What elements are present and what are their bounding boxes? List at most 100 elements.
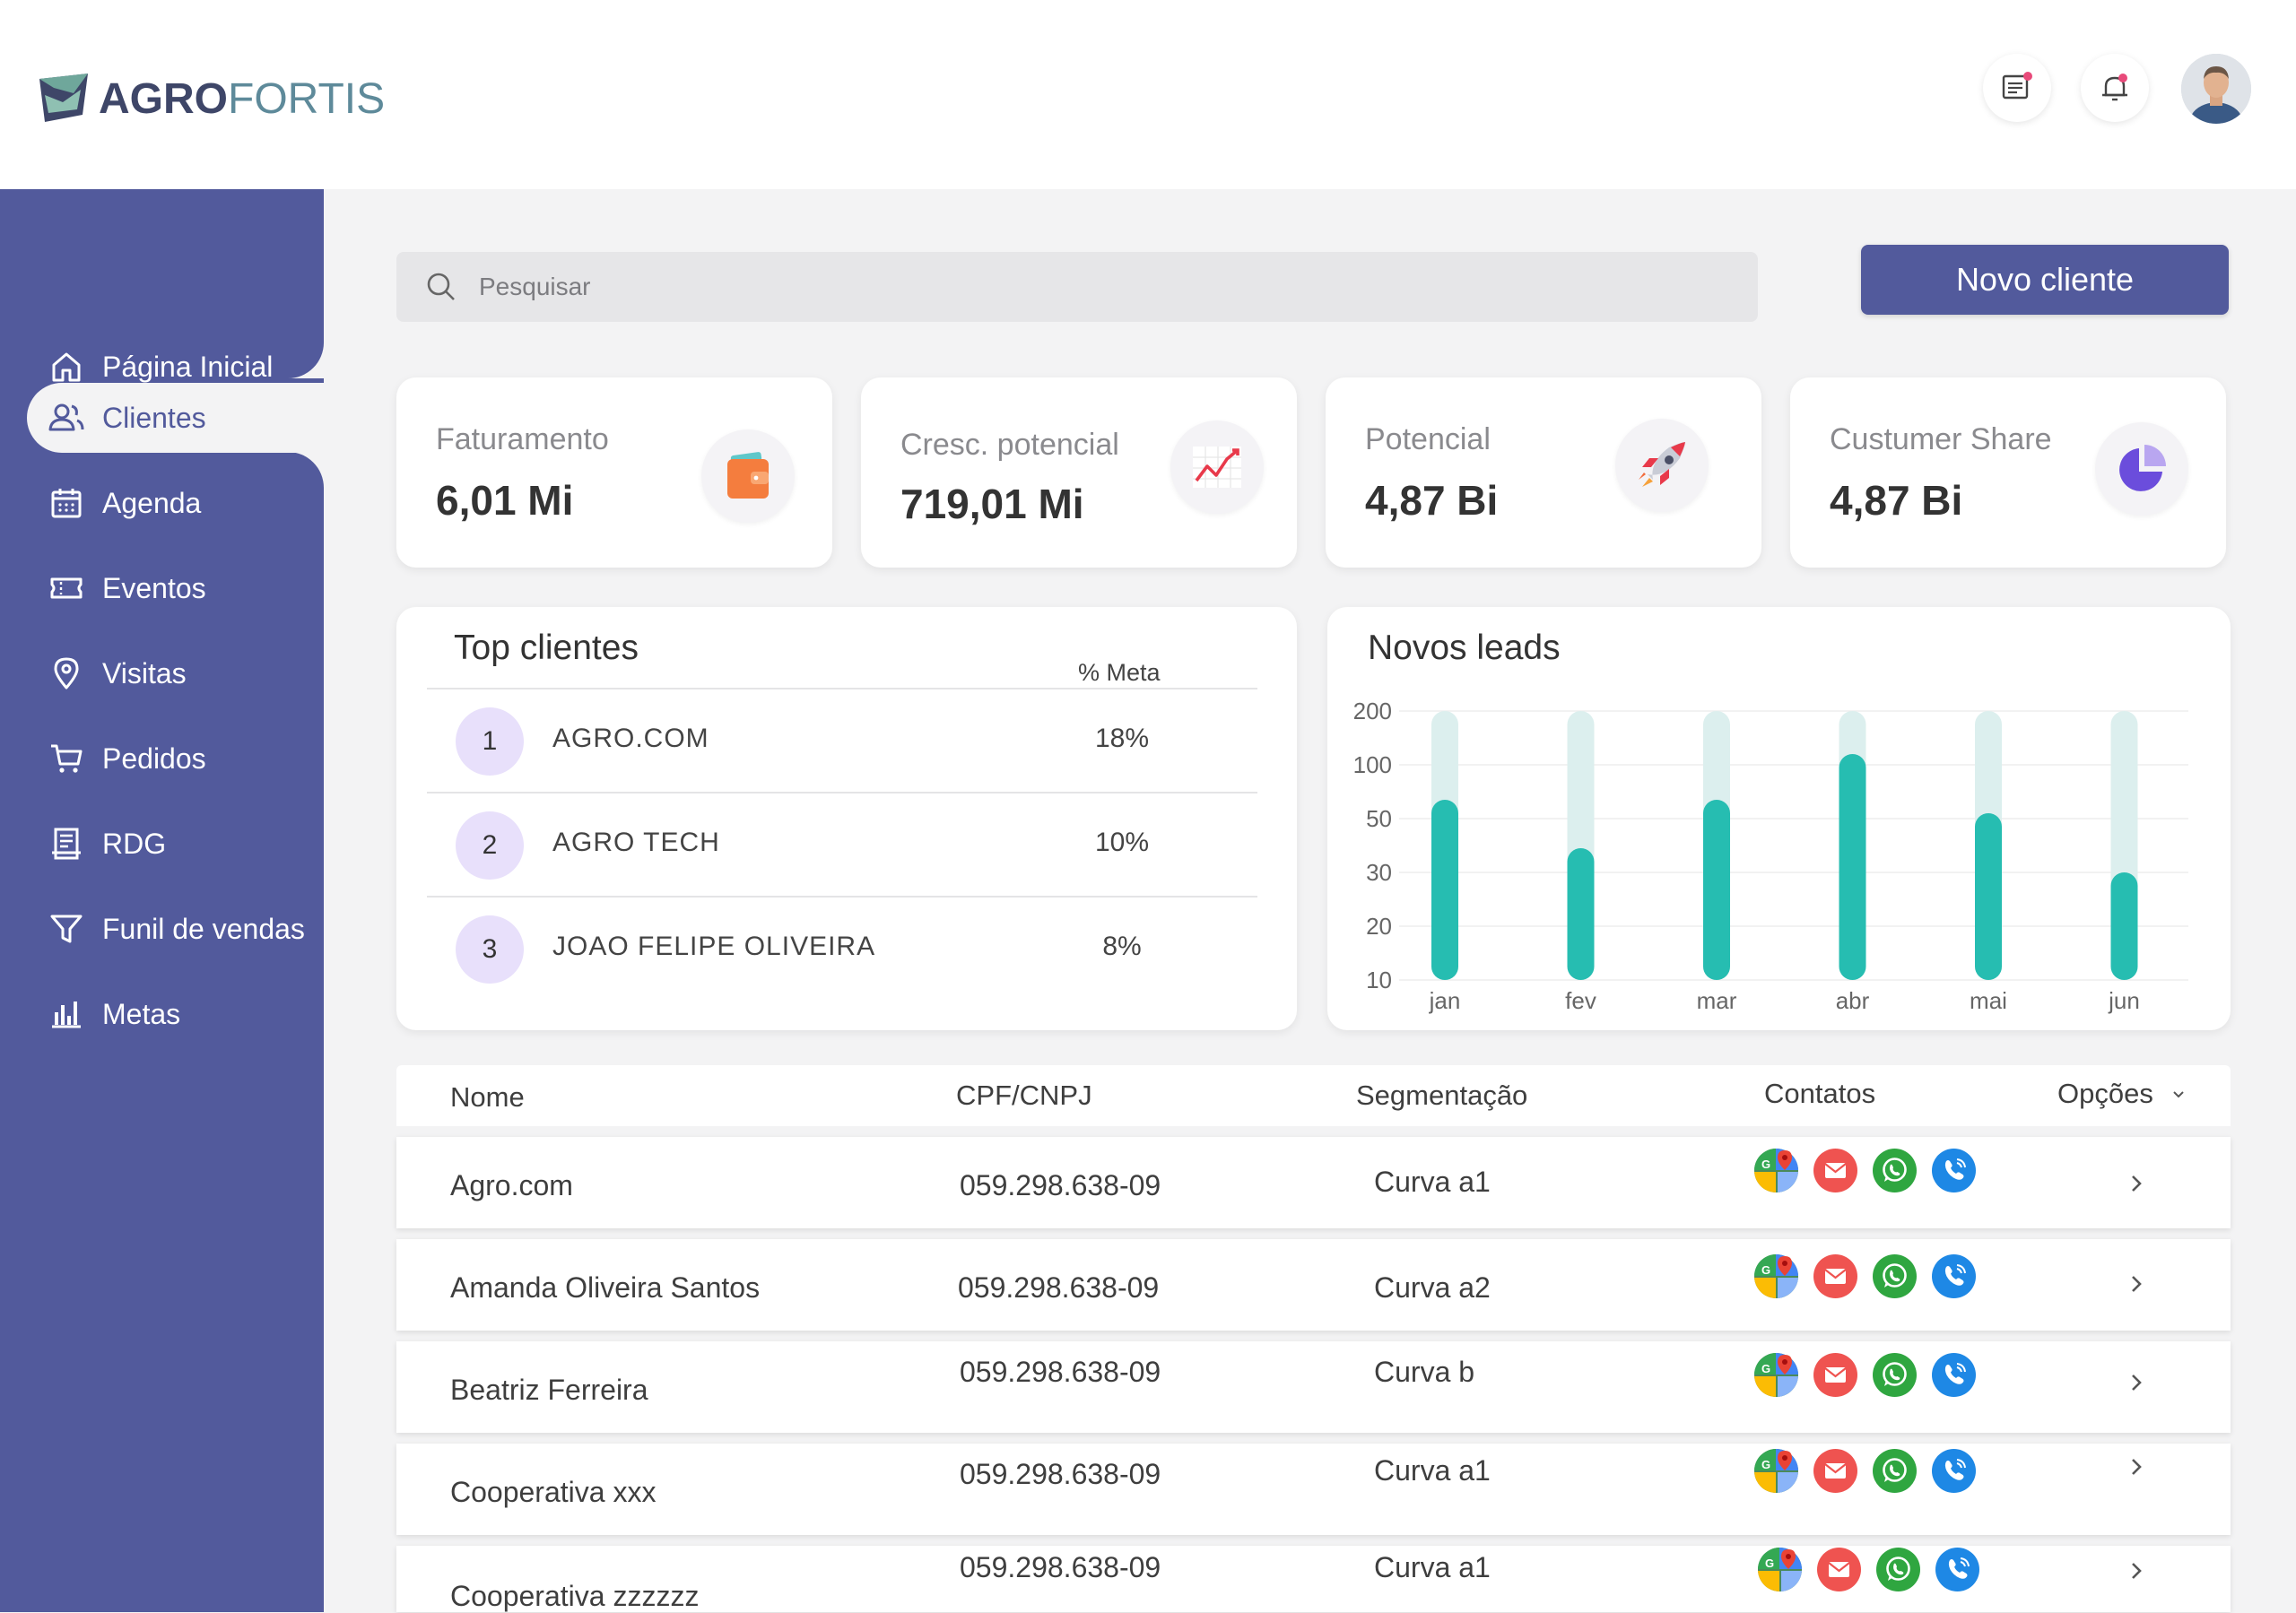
sidebar-item-eventos[interactable]: Eventos [27,553,324,623]
sidebar-item-label: Agenda [102,486,202,519]
table-row[interactable]: Beatriz Ferreira 059.298.638-09 Curva b … [396,1341,2231,1433]
maps-icon[interactable]: G [1754,1353,1798,1397]
whatsapp-icon[interactable] [1873,1254,1917,1298]
maps-icon[interactable]: G [1754,1449,1798,1493]
sidebar-item-metas[interactable]: Metas [27,979,324,1049]
bell-icon [2102,74,2127,101]
contact-icons: G [1754,1353,1976,1397]
search-bar[interactable] [396,252,1758,322]
sidebar-item-label: Metas [102,997,181,1030]
new-client-button[interactable]: Novo cliente [1861,245,2229,315]
phone-icon[interactable] [1932,1149,1976,1192]
top-client-row[interactable]: 3 JOAO FELIPE OLIVEIRA 8% [427,898,1257,1002]
email-icon[interactable] [1813,1353,1857,1397]
row-open-chevron[interactable] [2118,1449,2154,1485]
brand-logo[interactable]: AGROFORTIS [36,70,385,127]
column-header-options[interactable]: Opções [2057,1078,2187,1110]
bar-jan[interactable] [1431,800,1458,980]
kpi-value: 4,87 Bi [1365,477,1499,524]
table-header: Nome CPF/CNPJ Segmentação Contatos Opçõe… [396,1065,2231,1126]
phone-icon[interactable] [1932,1449,1976,1493]
bar-fev[interactable] [1567,848,1595,980]
cell-segment: Curva a1 [1374,1454,1491,1487]
chat-icon [2002,72,2032,100]
sidebar-item-visitas[interactable]: Visitas [27,638,324,708]
rank-badge: 2 [456,811,524,880]
kpi-card-potencial: Potencial 4,87 Bi [1326,377,1761,568]
sidebar-item-pagina-inicial[interactable]: Página Inicial [27,332,324,402]
top-client-row[interactable]: 1 AGRO.COM 18% [427,689,1257,793]
cart-icon [47,739,86,778]
y-tick-label: 20 [1366,913,1392,940]
email-icon[interactable] [1813,1254,1857,1298]
phone-icon[interactable] [1932,1254,1976,1298]
client-name: JOAO FELIPE OLIVEIRA [552,932,876,961]
search-input[interactable] [477,272,1647,302]
svg-text:G: G [1761,1362,1770,1375]
contact-icons: G [1754,1149,1976,1192]
cell-name: Amanda Oliveira Santos [450,1271,761,1304]
sidebar-item-rdg[interactable]: RDG [27,809,324,879]
whatsapp-icon[interactable] [1873,1449,1917,1493]
cell-name: Beatriz Ferreira [450,1374,648,1406]
maps-icon[interactable]: G [1754,1254,1798,1298]
logo-mark-icon [39,74,88,122]
sidebar-item-label: Página Inicial [102,350,274,383]
notifications-button[interactable] [2081,54,2149,122]
x-tick-label: mai [1970,987,2007,1014]
pie-chart-icon [2095,422,2188,516]
phone-icon[interactable] [1935,1548,1979,1591]
leads-bar-chart: 200 100 50 30 20 10 jan fev mar abr mai jun [1353,698,2188,1014]
whatsapp-icon[interactable] [1873,1353,1917,1397]
users-icon [47,398,86,438]
table-row[interactable]: Amanda Oliveira Santos 059.298.638-09 Cu… [396,1239,2231,1331]
bar-abr[interactable] [1839,754,1866,980]
cell-name: Agro.com [450,1169,573,1201]
maps-icon[interactable]: G [1758,1548,1802,1591]
divider [427,896,1257,898]
sidebar-item-agenda[interactable]: Agenda [27,468,324,538]
home-icon [47,347,86,386]
messages-button[interactable] [1983,54,2051,122]
kpi-value: 6,01 Mi [436,477,574,524]
whatsapp-icon[interactable] [1876,1548,1920,1591]
divider [427,792,1257,793]
table-row[interactable]: Cooperativa xxx 059.298.638-09 Curva a1 … [396,1444,2231,1535]
row-open-chevron[interactable] [2118,1553,2154,1589]
cell-doc: 059.298.638-09 [960,1458,1161,1490]
sidebar-item-funil-de-vendas[interactable]: Funil de vendas [27,894,324,964]
email-icon[interactable] [1813,1149,1857,1192]
row-open-chevron[interactable] [2118,1166,2154,1201]
sidebar-item-clientes[interactable]: Clientes [27,383,324,453]
phone-icon[interactable] [1932,1353,1976,1397]
email-icon[interactable] [1817,1548,1861,1591]
cell-name: Cooperativa xxx [450,1476,657,1508]
chevron-right-icon [2132,1276,2142,1292]
rocket-icon [1615,419,1709,512]
maps-icon[interactable]: G [1754,1149,1798,1192]
row-open-chevron[interactable] [2118,1365,2154,1401]
bar-jun[interactable] [2110,872,2138,980]
new-leads-panel: Novos leads 200 100 50 30 20 10 jan fev mar abr ma… [1327,607,2231,1030]
meta-column-header: % Meta [1078,659,1161,686]
user-avatar[interactable] [2181,54,2251,124]
table-row[interactable]: Cooperativa zzzzzz 059.298.638-09 Curva … [396,1546,2231,1612]
sidebar-item-pedidos[interactable]: Pedidos [27,724,324,793]
email-icon[interactable] [1813,1449,1857,1493]
cell-segment: Curva a2 [1374,1271,1491,1304]
sidebar-item-label: Pedidos [102,741,206,775]
sidebar-item-label: Funil de vendas [102,912,305,945]
bar-mar[interactable] [1703,800,1730,980]
bar-mai[interactable] [1975,813,2002,980]
table-row[interactable]: Agro.com 059.298.638-09 Curva a1 G [396,1137,2231,1228]
contact-icons: G [1754,1449,1976,1493]
logo-text-bold: AGRO [99,74,228,123]
row-open-chevron[interactable] [2118,1266,2154,1302]
x-tick-label: fev [1565,987,1596,1014]
funnel-icon [47,909,86,949]
whatsapp-icon[interactable] [1873,1149,1917,1192]
kpi-label: Custumer Share [1830,422,2052,456]
kpi-card-faturamento: Faturamento 6,01 Mi [396,377,832,568]
top-bar: AGROFORTIS [0,0,2296,189]
top-client-row[interactable]: 2 AGRO TECH 10% [427,793,1257,898]
